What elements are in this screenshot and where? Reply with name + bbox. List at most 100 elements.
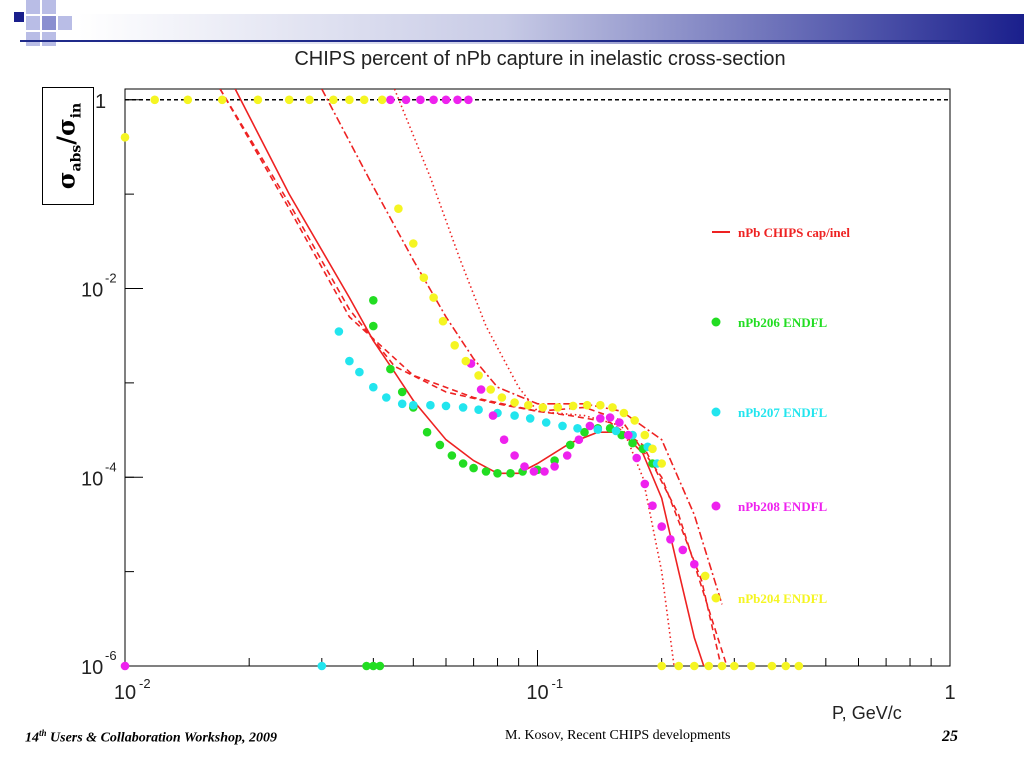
footer-event: 14th Users & Collaboration Workshop, 200… bbox=[25, 728, 278, 746]
data-point-6 bbox=[510, 411, 519, 420]
data-point-6 bbox=[558, 421, 567, 431]
data-point-8 bbox=[305, 95, 314, 105]
data-point-5 bbox=[628, 438, 637, 448]
data-point-8 bbox=[377, 95, 387, 105]
x-tick-label: 10 bbox=[114, 682, 136, 704]
data-point-5 bbox=[580, 427, 589, 437]
data-point-7 bbox=[640, 479, 650, 489]
series-curve-3 bbox=[321, 89, 723, 605]
data-point-5 bbox=[447, 451, 457, 460]
data-point-8 bbox=[674, 661, 683, 671]
data-point-8 bbox=[781, 661, 791, 671]
data-point-6 bbox=[474, 405, 483, 415]
y-tick-label: 1 bbox=[95, 91, 106, 113]
data-point-5 bbox=[369, 321, 378, 331]
data-point-6 bbox=[369, 382, 378, 392]
data-point-7 bbox=[690, 559, 699, 569]
data-point-8 bbox=[461, 356, 471, 366]
data-point-8 bbox=[183, 95, 193, 105]
legend-label: nPb208 ENDFL bbox=[738, 499, 828, 514]
data-point-6 bbox=[409, 400, 418, 410]
data-point-8 bbox=[794, 661, 804, 671]
legend-label: nPb CHIPS cap/inel bbox=[738, 225, 850, 240]
y-tick-exponent: -2 bbox=[105, 271, 117, 286]
data-point-8 bbox=[553, 403, 563, 412]
data-point-6 bbox=[345, 356, 354, 366]
data-point-8 bbox=[582, 400, 592, 410]
chart-title: CHIPS percent of nPb capture in inelasti… bbox=[294, 48, 786, 70]
data-point-6 bbox=[397, 399, 407, 409]
data-point-7 bbox=[648, 501, 657, 511]
data-point-8 bbox=[345, 95, 354, 105]
data-point-8 bbox=[619, 408, 629, 418]
legend-swatch-point bbox=[711, 407, 721, 417]
data-point-5 bbox=[506, 469, 515, 478]
data-point-8 bbox=[640, 430, 650, 440]
data-point-8 bbox=[510, 398, 519, 407]
points-group bbox=[120, 95, 804, 671]
x-axis-label: P, GeV/c bbox=[832, 703, 902, 723]
data-point-5 bbox=[375, 661, 385, 671]
data-point-8 bbox=[486, 385, 496, 394]
header-rule bbox=[20, 40, 960, 42]
data-point-8 bbox=[538, 403, 548, 412]
data-point-7 bbox=[624, 430, 633, 440]
data-point-6 bbox=[541, 418, 551, 427]
data-point-8 bbox=[409, 239, 418, 248]
data-point-8 bbox=[700, 571, 710, 581]
data-point-5 bbox=[422, 427, 432, 437]
legend-label: nPb204 ENDFL bbox=[738, 591, 828, 606]
data-point-7 bbox=[529, 467, 539, 476]
data-point-8 bbox=[359, 95, 369, 105]
data-point-7 bbox=[678, 545, 688, 555]
y-tick-exponent: -6 bbox=[105, 648, 117, 663]
data-point-7 bbox=[499, 435, 509, 445]
data-point-8 bbox=[747, 661, 756, 671]
data-point-7 bbox=[585, 421, 595, 431]
y-axis-label-box: σabs/σin bbox=[42, 87, 94, 205]
data-point-8 bbox=[329, 95, 338, 105]
data-point-8 bbox=[474, 371, 483, 380]
data-point-6 bbox=[525, 414, 535, 423]
data-point-7 bbox=[657, 522, 666, 531]
plot-frame bbox=[124, 88, 951, 667]
data-point-5 bbox=[386, 364, 395, 374]
legend-label: nPb207 ENDFL bbox=[738, 405, 828, 420]
data-point-8 bbox=[730, 661, 739, 671]
x-tick-label: 10 bbox=[526, 682, 548, 704]
data-point-7 bbox=[596, 414, 605, 423]
decorative-squares bbox=[14, 0, 72, 46]
data-point-7 bbox=[416, 95, 425, 105]
data-point-7 bbox=[464, 95, 473, 105]
data-point-7 bbox=[605, 413, 615, 422]
footer-author: M. Kosov, Recent CHIPS developments bbox=[505, 728, 731, 743]
data-point-6 bbox=[382, 393, 391, 402]
data-point-8 bbox=[596, 400, 605, 410]
data-point-7 bbox=[401, 95, 411, 105]
data-point-5 bbox=[458, 459, 468, 468]
data-point-7 bbox=[562, 451, 572, 460]
data-point-7 bbox=[476, 385, 486, 394]
x-tick-exponent: -1 bbox=[552, 676, 564, 691]
data-point-7 bbox=[550, 462, 559, 471]
y-tick-label: 10 bbox=[81, 468, 103, 490]
legend-label: nPb206 ENDFL bbox=[738, 315, 828, 330]
data-point-5 bbox=[369, 296, 378, 305]
data-point-8 bbox=[717, 661, 727, 671]
data-point-7 bbox=[488, 411, 498, 420]
legend-swatch-point bbox=[711, 593, 721, 603]
y-tick-label: 10 bbox=[81, 280, 103, 302]
data-point-7 bbox=[574, 435, 584, 445]
data-point-8 bbox=[767, 661, 777, 671]
y-tick-label: 10 bbox=[81, 657, 103, 679]
data-point-8 bbox=[253, 95, 263, 105]
page-number: 25 bbox=[942, 728, 958, 745]
data-point-5 bbox=[481, 467, 491, 476]
legend-swatch-point bbox=[711, 501, 721, 511]
y-axis-label: σabs/σin bbox=[51, 102, 85, 190]
data-point-7 bbox=[453, 95, 462, 105]
data-point-8 bbox=[568, 401, 578, 411]
series-curve-0 bbox=[234, 89, 705, 666]
data-point-7 bbox=[632, 453, 641, 463]
data-point-8 bbox=[284, 95, 294, 105]
